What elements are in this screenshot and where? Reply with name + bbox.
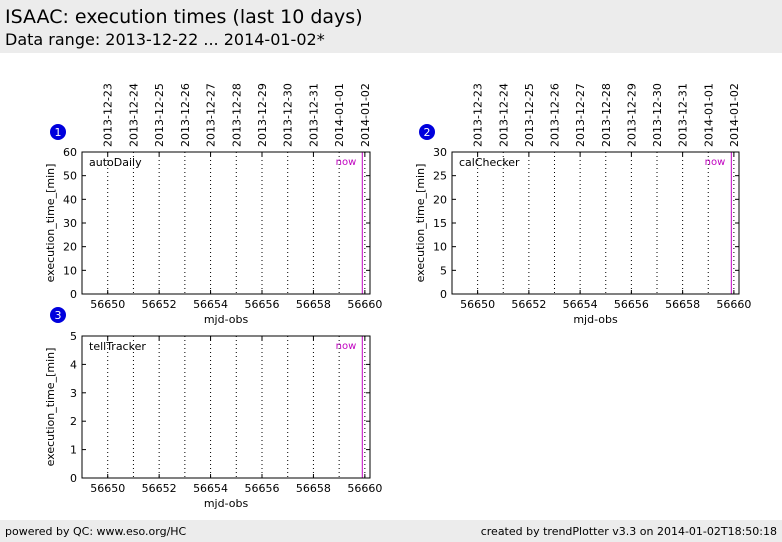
x-tick-label: 56650 (460, 298, 495, 311)
panel-number-badge (50, 124, 66, 140)
x-tick-label: 56660 (347, 298, 382, 311)
y-tick-label: 4 (70, 358, 77, 371)
y-tick-label: 0 (70, 288, 77, 301)
date-label: 2013-12-23 (472, 83, 485, 147)
date-label: 2014-01-02 (359, 83, 372, 147)
now-label: now (705, 157, 726, 168)
y-tick-label: 3 (70, 387, 77, 400)
date-label: 2013-12-25 (153, 83, 166, 147)
x-tick-label: 56654 (193, 482, 228, 495)
x-tick-label: 56650 (90, 482, 125, 495)
x-tick-label: 56652 (511, 298, 546, 311)
footer-bar: powered by QC: www.eso.org/HC created by… (0, 520, 782, 542)
x-tick-label: 56654 (563, 298, 598, 311)
y-tick-label: 0 (440, 288, 447, 301)
y-tick-label: 40 (63, 193, 77, 206)
date-label: 2013-12-31 (307, 83, 320, 147)
now-label: now (336, 341, 357, 352)
y-tick-label: 5 (440, 264, 447, 277)
y-tick-label: 30 (63, 217, 77, 230)
date-label: 2014-01-01 (333, 83, 346, 147)
footer-powered-by: powered by QC: www.eso.org/HC (5, 525, 187, 538)
x-tick-label: 56656 (614, 298, 649, 311)
x-tick-label: 56654 (193, 298, 228, 311)
panel-number-badge-label: 3 (55, 309, 62, 322)
y-tick-label: 5 (70, 330, 77, 343)
date-label: 2013-12-24 (497, 83, 510, 147)
y-tick-label: 25 (433, 170, 447, 183)
date-label: 2013-12-28 (230, 83, 243, 147)
x-tick-label: 56660 (716, 298, 751, 311)
panel-number-badge-label: 1 (55, 126, 62, 139)
panel-number-badge-label: 2 (424, 126, 431, 139)
chart-panel-1: now 56650 56652 56654 56656 56658 56660 0 10 20 30… (44, 83, 382, 326)
date-label: 2013-12-25 (523, 83, 536, 147)
date-label: 2013-12-23 (102, 83, 115, 147)
x-tick-label: 56658 (665, 298, 700, 311)
page-subtitle: Data range: 2013-12-22 ... 2014-01-02* (5, 30, 325, 49)
x-tick-label: 56660 (347, 482, 382, 495)
date-label: 2013-12-30 (651, 83, 664, 147)
date-label: 2014-01-01 (702, 83, 715, 147)
y-tick-label: 30 (433, 146, 447, 159)
chart-panel-3: now 56650 56652 56654 56656 56658 56660 0 1 2 3 4 5 m… (44, 307, 382, 510)
date-label: 2013-12-28 (600, 83, 613, 147)
y-axis-label: execution_time_[min] (44, 348, 57, 467)
y-tick-label: 10 (63, 264, 77, 277)
x-axis-label: mjd-obs (204, 497, 249, 510)
footer-created-by: created by trendPlotter v3.3 on 2014-01-… (480, 525, 777, 538)
date-label: 2013-12-24 (127, 83, 140, 147)
date-label: 2013-12-27 (205, 83, 218, 147)
y-tick-label: 20 (63, 241, 77, 254)
date-label: 2013-12-26 (549, 83, 562, 147)
x-tick-label: 56652 (142, 298, 177, 311)
date-label: 2013-12-26 (179, 83, 192, 147)
x-axis-label: mjd-obs (204, 313, 249, 326)
panel-name-label: autoDaily (89, 156, 142, 169)
y-tick-label: 1 (70, 444, 77, 457)
x-tick-label: 56656 (245, 298, 280, 311)
date-label: 2013-12-29 (625, 83, 638, 147)
x-tick-label: 56650 (90, 298, 125, 311)
y-axis-label: execution_time_[min] (44, 164, 57, 283)
chart-panel-2: now 56650 56652 56654 56656 56658 56660 0 5 10 15 2… (414, 83, 751, 326)
date-label: 2014-01-02 (728, 83, 741, 147)
y-tick-label: 20 (433, 193, 447, 206)
panel-name-label: tellTracker (89, 340, 146, 353)
y-tick-label: 50 (63, 170, 77, 183)
plot-frame (451, 151, 740, 295)
y-axis-label: execution_time_[min] (414, 164, 427, 283)
x-tick-label: 56656 (245, 482, 280, 495)
x-tick-label: 56658 (296, 482, 331, 495)
x-tick-label: 56658 (296, 298, 331, 311)
panel-number-badge (50, 307, 66, 323)
y-tick-label: 0 (70, 472, 77, 485)
panel-name-label: calChecker (459, 156, 520, 169)
x-axis-label: mjd-obs (573, 313, 618, 326)
header-bar: ISAAC: execution times (last 10 days) Da… (0, 0, 782, 53)
y-tick-label: 2 (70, 415, 77, 428)
y-tick-label: 10 (433, 241, 447, 254)
now-label: now (336, 157, 357, 168)
plot-frame (81, 335, 371, 479)
y-tick-label: 15 (433, 217, 447, 230)
panel-number-badge (419, 124, 435, 140)
date-label: 2013-12-31 (677, 83, 690, 147)
plot-frame (81, 151, 371, 295)
y-tick-label: 60 (63, 146, 77, 159)
x-tick-label: 56652 (142, 482, 177, 495)
date-label: 2013-12-27 (574, 83, 587, 147)
page-title: ISAAC: execution times (last 10 days) (5, 6, 363, 28)
date-label: 2013-12-30 (282, 83, 295, 147)
date-label: 2013-12-29 (256, 83, 269, 147)
